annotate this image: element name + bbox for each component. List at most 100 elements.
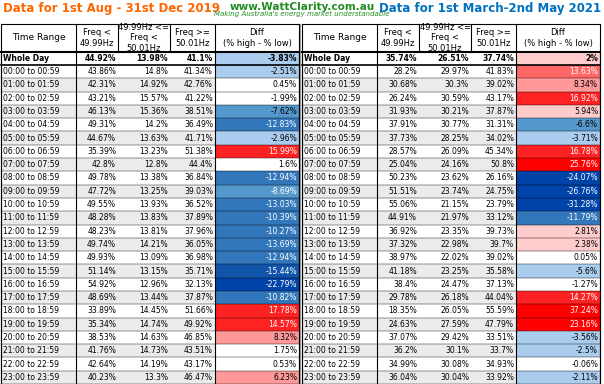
Text: 00:00 to 00:59: 00:00 to 00:59 [3, 67, 60, 76]
Text: 37.32%: 37.32% [388, 240, 417, 249]
Text: 43.51%: 43.51% [184, 346, 213, 355]
Text: 31.31%: 31.31% [485, 120, 514, 129]
Text: 43.17%: 43.17% [184, 359, 213, 369]
Text: 44.04%: 44.04% [485, 293, 514, 302]
Text: 03:00 to 03:59: 03:00 to 03:59 [3, 107, 60, 116]
Text: 21:00 to 21:59: 21:00 to 21:59 [3, 346, 59, 355]
Bar [215, 105, 299, 118]
Text: 33.12%: 33.12% [485, 214, 514, 222]
Text: -5.6%: -5.6% [576, 266, 598, 276]
Text: 2.81%: 2.81% [574, 227, 598, 236]
Bar [1, 211, 299, 225]
Text: 43.17%: 43.17% [485, 94, 514, 103]
Text: 02:00 to 02:59: 02:00 to 02:59 [3, 94, 59, 103]
Bar [516, 358, 600, 371]
Bar [516, 91, 600, 105]
Text: 38.51%: 38.51% [184, 107, 213, 116]
Text: 14.92%: 14.92% [140, 80, 168, 89]
Bar [302, 264, 600, 278]
Text: 02:00 to 02:59: 02:00 to 02:59 [304, 94, 360, 103]
Text: Diff
(% high - % low): Diff (% high - % low) [222, 28, 292, 48]
Text: 36.05%: 36.05% [184, 240, 213, 249]
Text: 30.77%: 30.77% [440, 120, 469, 129]
Text: 36.04%: 36.04% [388, 373, 417, 382]
Text: 26.51%: 26.51% [438, 54, 469, 63]
Bar [1, 371, 299, 384]
Text: 20:00 to 20:59: 20:00 to 20:59 [304, 333, 360, 342]
Text: 10:00 to 10:59: 10:00 to 10:59 [3, 200, 59, 209]
Text: 41.83%: 41.83% [485, 67, 514, 76]
Text: 35.74%: 35.74% [385, 54, 417, 63]
Text: 0.53%: 0.53% [273, 359, 297, 369]
Bar [302, 131, 600, 145]
Bar [516, 185, 600, 198]
Bar [516, 278, 600, 291]
Text: 37.74%: 37.74% [482, 54, 514, 63]
Bar [516, 304, 600, 318]
Text: 37.24%: 37.24% [569, 306, 598, 315]
Bar [516, 371, 600, 384]
Text: -15.44%: -15.44% [265, 266, 297, 276]
Text: -10.82%: -10.82% [266, 293, 297, 302]
Bar [302, 105, 600, 118]
Bar [516, 264, 600, 278]
Text: -12.83%: -12.83% [266, 120, 297, 129]
Bar [1, 105, 299, 118]
Bar [302, 185, 600, 198]
Bar [302, 371, 600, 384]
Bar [516, 331, 600, 344]
Bar [302, 78, 600, 91]
Text: -8.69%: -8.69% [270, 187, 297, 196]
Text: 2.38%: 2.38% [574, 240, 598, 249]
Text: 13.98%: 13.98% [137, 54, 168, 63]
Text: 26.16%: 26.16% [485, 174, 514, 182]
Text: 05:00 to 05:59: 05:00 to 05:59 [304, 134, 361, 142]
Text: 55.06%: 55.06% [388, 200, 417, 209]
Text: 41.71%: 41.71% [184, 134, 213, 142]
Bar [302, 238, 600, 251]
Text: 43.86%: 43.86% [87, 67, 116, 76]
Text: 51.14%: 51.14% [87, 266, 116, 276]
Text: 13.3%: 13.3% [144, 373, 168, 382]
Text: 35.34%: 35.34% [87, 320, 116, 329]
Text: 30.1%: 30.1% [445, 346, 469, 355]
Text: 29.78%: 29.78% [388, 293, 417, 302]
Text: 15:00 to 15:59: 15:00 to 15:59 [3, 266, 59, 276]
Text: 19:00 to 19:59: 19:00 to 19:59 [304, 320, 360, 329]
Bar [516, 145, 600, 158]
Text: 50.23%: 50.23% [388, 174, 417, 182]
Text: 28.25%: 28.25% [440, 134, 469, 142]
Bar [516, 211, 600, 225]
Bar [302, 145, 600, 158]
Bar [302, 251, 600, 264]
Text: 46.13%: 46.13% [87, 107, 116, 116]
Text: 35.39%: 35.39% [87, 147, 116, 156]
Text: 23.16%: 23.16% [569, 320, 598, 329]
Text: 42.64%: 42.64% [87, 359, 116, 369]
Text: 44.92%: 44.92% [85, 54, 116, 63]
Text: 06:00 to 06:59: 06:00 to 06:59 [304, 147, 361, 156]
Text: 26.18%: 26.18% [440, 293, 469, 302]
Text: -2.5%: -2.5% [576, 346, 598, 355]
Text: 13.93%: 13.93% [139, 200, 168, 209]
Text: -10.39%: -10.39% [265, 214, 297, 222]
Text: 30.04%: 30.04% [440, 373, 469, 382]
Text: Freq >=
50.01Hz: Freq >= 50.01Hz [476, 28, 511, 48]
Text: 16:00 to 16:59: 16:00 to 16:59 [3, 280, 59, 289]
Text: 38.4%: 38.4% [393, 280, 417, 289]
Text: Diff
(% high - % low): Diff (% high - % low) [524, 28, 593, 48]
Text: 32.13%: 32.13% [184, 280, 213, 289]
Text: -3.56%: -3.56% [571, 333, 598, 342]
Text: 14.2%: 14.2% [144, 120, 168, 129]
Bar [516, 251, 600, 264]
Bar [1, 78, 299, 91]
Text: -2.51%: -2.51% [271, 67, 297, 76]
Text: 12.96%: 12.96% [140, 280, 168, 289]
Bar [1, 251, 299, 264]
Text: 09:00 to 09:59: 09:00 to 09:59 [3, 187, 60, 196]
Bar [215, 131, 299, 145]
Bar [215, 52, 299, 65]
Text: -13.03%: -13.03% [265, 200, 297, 209]
Text: 00:00 to 00:59: 00:00 to 00:59 [304, 67, 361, 76]
Text: 6.23%: 6.23% [273, 373, 297, 382]
